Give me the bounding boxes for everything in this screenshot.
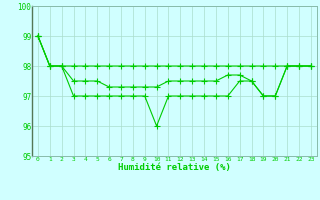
X-axis label: Humidité relative (%): Humidité relative (%) xyxy=(118,163,231,172)
